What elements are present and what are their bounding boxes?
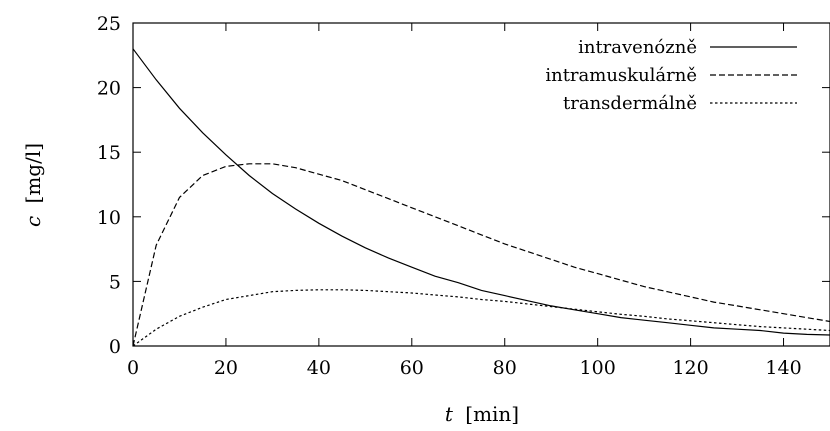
x-tick-label: 120 (672, 357, 708, 379)
legend: intravenózně intramuskulárně transdermálně (545, 37, 797, 114)
y-axis-title: c [mg/l] (21, 143, 45, 227)
x-tick-label: 60 (400, 357, 424, 379)
x-tick-label: 40 (307, 357, 331, 379)
x-tick-label: 140 (765, 357, 801, 379)
y-tick-label: 0 (109, 336, 121, 358)
y-tick-label: 25 (97, 13, 121, 35)
y-tick-label: 15 (97, 142, 121, 164)
legend-label: transdermálně (563, 93, 697, 114)
series-line-1 (132, 48, 830, 336)
legend-label: intravenózně (578, 37, 697, 58)
x-tick-label: 80 (493, 357, 517, 379)
x-tick-label: 20 (214, 357, 238, 379)
legend-label: intramuskulárně (545, 65, 697, 86)
plot-frame (132, 22, 830, 347)
series-line-2 (132, 163, 830, 347)
y-tick-label: 5 (109, 271, 121, 293)
x-tick-label: 100 (580, 357, 616, 379)
x-axis-title: t [min] (445, 402, 519, 426)
series-lines (132, 48, 830, 347)
series-line-3 (132, 289, 830, 347)
y-tick-label: 20 (97, 78, 121, 100)
x-tick-label: 0 (127, 357, 139, 379)
axis-ticks: 0 20 40 60 80 100 120 140 0 5 10 15 20 25 (97, 13, 830, 379)
y-tick-label: 10 (97, 207, 121, 229)
